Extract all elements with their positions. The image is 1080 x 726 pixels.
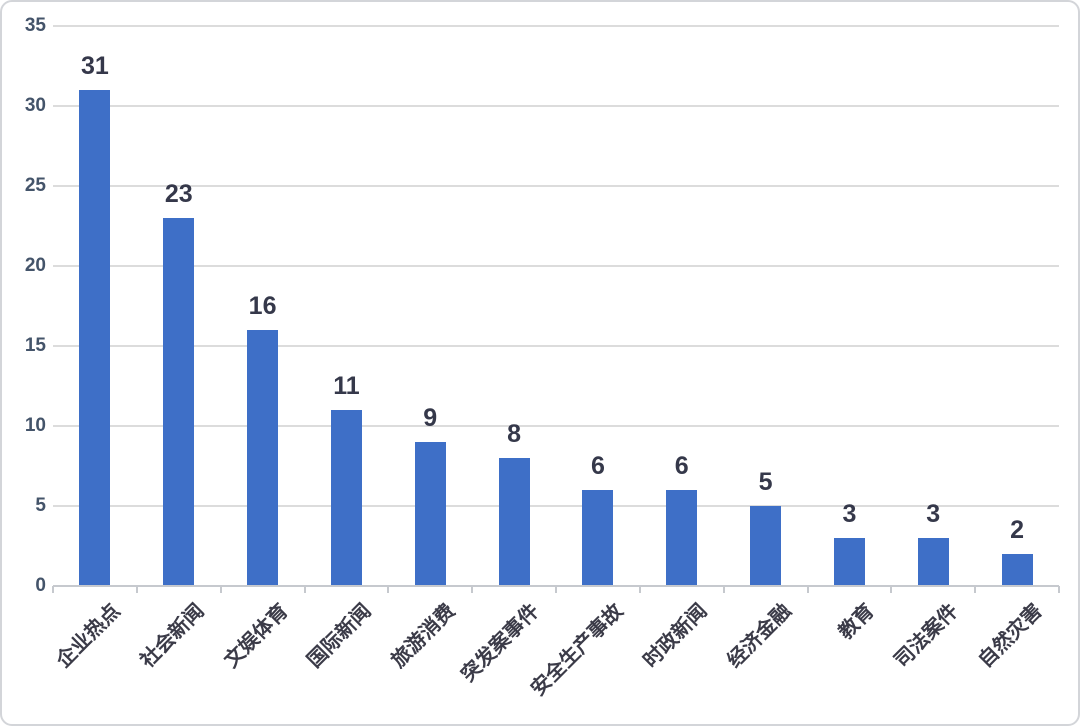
x-axis-tick-5 [471, 586, 474, 593]
x-category-label-教育: 教育 [835, 600, 879, 644]
x-category-label-社会新闻: 社会新闻 [136, 600, 209, 673]
gridline-35 [53, 25, 1059, 27]
value-label-经济金融: 5 [758, 468, 773, 496]
bar-自然灾害 [1001, 554, 1033, 586]
gridline-5 [53, 505, 1059, 507]
value-label-安全生产事故: 6 [590, 452, 605, 480]
x-category-label-自然灾害: 自然灾害 [974, 600, 1047, 673]
bar-教育 [833, 538, 865, 586]
x-axis-tick-3 [303, 586, 306, 593]
y-tick-label-20: 20 [24, 255, 46, 276]
x-category-label-经济金融: 经济金融 [723, 600, 796, 673]
value-label-文娱体育: 16 [248, 292, 277, 320]
x-category-label-企业热点: 企业热点 [52, 600, 125, 673]
value-label-社会新闻: 23 [164, 180, 193, 208]
x-axis-tick-12 [1058, 586, 1060, 593]
bar-文娱体育 [247, 330, 279, 586]
bar-社会新闻 [163, 218, 195, 586]
x-category-label-时政新闻: 时政新闻 [639, 600, 712, 673]
y-tick-label-35: 35 [24, 15, 46, 36]
bar-国际新闻 [330, 410, 362, 586]
y-tick-label-10: 10 [24, 415, 46, 436]
gridline-30 [53, 105, 1059, 107]
x-axis-tick-1 [135, 586, 138, 593]
x-axis-tick-7 [638, 586, 641, 593]
bar-经济金融 [750, 506, 782, 586]
y-tick-label-0: 0 [35, 575, 46, 596]
x-category-label-旅游消费: 旅游消费 [387, 600, 460, 673]
value-label-国际新闻: 11 [333, 372, 360, 400]
bar-时政新闻 [666, 490, 698, 586]
value-label-旅游消费: 9 [423, 404, 438, 432]
x-axis-tick-8 [722, 586, 725, 593]
value-label-突发案事件: 8 [507, 420, 522, 448]
x-category-label-司法案件: 司法案件 [890, 600, 963, 673]
x-axis-tick-2 [219, 586, 222, 593]
value-label-司法案件: 3 [926, 500, 941, 528]
bar-突发案事件 [498, 458, 530, 586]
gridline-15 [53, 345, 1059, 347]
x-category-label-突发案事件: 突发案事件 [457, 600, 544, 687]
x-axis-tick-10 [890, 586, 893, 593]
x-axis-tick-0 [52, 586, 54, 593]
gridline-20 [53, 265, 1059, 267]
gridline-10 [53, 425, 1059, 427]
x-category-label-文娱体育: 文娱体育 [220, 600, 293, 673]
bar-企业热点 [79, 90, 111, 586]
value-label-自然灾害: 2 [1010, 516, 1025, 544]
value-label-企业热点: 31 [81, 52, 109, 80]
value-label-教育: 3 [842, 500, 857, 528]
gridline-25 [53, 185, 1059, 187]
x-axis-tick-9 [806, 586, 809, 593]
value-label-时政新闻: 6 [674, 452, 689, 480]
bar-旅游消费 [414, 442, 446, 586]
y-tick-label-5: 5 [35, 495, 46, 516]
x-axis-tick-4 [387, 586, 390, 593]
bar-司法案件 [917, 538, 949, 586]
y-tick-label-15: 15 [24, 335, 46, 356]
x-category-label-国际新闻: 国际新闻 [303, 600, 376, 673]
y-tick-label-30: 30 [24, 95, 46, 116]
y-tick-label-25: 25 [24, 175, 46, 196]
x-axis-tick-6 [555, 586, 557, 593]
x-axis-tick-11 [974, 586, 977, 593]
bar-安全生产事故 [582, 490, 614, 586]
